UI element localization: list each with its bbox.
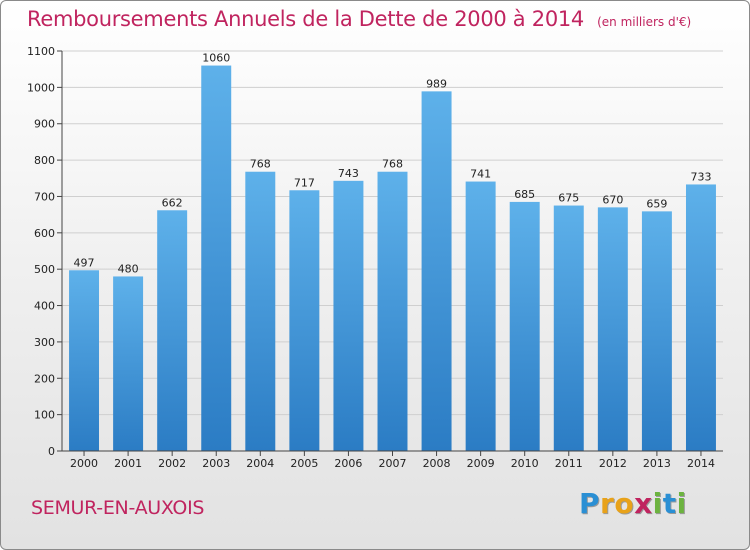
bar-value-label: 768 [382, 158, 403, 171]
bar [245, 171, 276, 451]
bar [333, 180, 364, 451]
city-name: SEMUR-EN-AUXOIS [31, 497, 205, 519]
bar [465, 181, 496, 451]
bar-value-label: 717 [294, 176, 315, 189]
y-tick-label: 0 [48, 445, 55, 458]
bar-value-label: 480 [118, 262, 139, 275]
logo-letter: x [634, 487, 653, 520]
x-tick-label: 2006 [334, 457, 362, 470]
bar [553, 205, 584, 451]
bar-value-label: 662 [162, 196, 183, 209]
bar [69, 270, 100, 451]
x-tick-label: 2002 [158, 457, 186, 470]
y-tick-label: 500 [34, 263, 55, 276]
bar-value-label: 675 [558, 192, 579, 205]
y-tick-label: 700 [34, 190, 55, 203]
logo-letter: t [662, 487, 677, 520]
x-tick-label: 2001 [114, 457, 142, 470]
y-tick-label: 200 [34, 372, 55, 385]
y-tick-label: 1000 [27, 81, 55, 94]
title-row: Remboursements Annuels de la Dette de 20… [27, 7, 691, 31]
bar-value-label: 685 [514, 188, 535, 201]
x-tick-label: 2013 [643, 457, 671, 470]
unit-note: (en milliers d'€) [597, 15, 692, 29]
bar [201, 65, 232, 451]
logo-letter: i [676, 487, 687, 520]
y-tick-label: 300 [34, 336, 55, 349]
logo-letter: i [652, 487, 663, 520]
bar [421, 91, 452, 451]
y-tick-label: 600 [34, 227, 55, 240]
logo-letter: P [579, 487, 601, 520]
bar [289, 190, 320, 452]
x-tick-label: 2007 [379, 457, 407, 470]
x-tick-label: 2008 [423, 457, 451, 470]
bar-value-label: 989 [426, 77, 447, 90]
bar-value-label: 743 [338, 167, 359, 180]
axes [57, 50, 723, 456]
bar [377, 171, 408, 451]
x-tick-label: 2011 [555, 457, 583, 470]
chart-title: Remboursements Annuels de la Dette de 20… [27, 7, 584, 31]
x-tick-label: 2003 [202, 457, 230, 470]
bar-value-label: 497 [74, 256, 95, 269]
y-tick-label: 900 [34, 118, 55, 131]
bar [113, 276, 144, 451]
proxiti-logo: Proxiti [579, 487, 687, 520]
logo-letter: r [600, 487, 615, 520]
bar-value-label: 733 [690, 170, 711, 183]
bar-value-label: 768 [250, 158, 271, 171]
y-tick-label: 800 [34, 154, 55, 167]
bar-value-label: 670 [602, 193, 623, 206]
bar [597, 207, 628, 451]
bar-value-label: 659 [646, 197, 667, 210]
x-tick-label: 2004 [246, 457, 274, 470]
x-tick-label: 2014 [687, 457, 715, 470]
bar [509, 201, 540, 451]
labels: 0 100 200 300 400 500 600 700 800 900 1000 1100 497 2… [27, 45, 715, 470]
bar-value-label: 1060 [202, 52, 230, 65]
y-tick-label: 100 [34, 409, 55, 422]
x-tick-label: 2000 [70, 457, 98, 470]
x-tick-label: 2010 [511, 457, 539, 470]
logo-letter: o [614, 487, 635, 520]
x-tick-label: 2012 [599, 457, 627, 470]
bar-value-label: 741 [470, 168, 491, 181]
bar [157, 210, 188, 451]
bar [641, 211, 672, 451]
bars [69, 65, 716, 452]
y-tick-label: 400 [34, 300, 55, 313]
x-tick-label: 2005 [290, 457, 318, 470]
bar [685, 184, 716, 452]
y-tick-label: 1100 [27, 45, 55, 58]
x-tick-label: 2009 [467, 457, 495, 470]
